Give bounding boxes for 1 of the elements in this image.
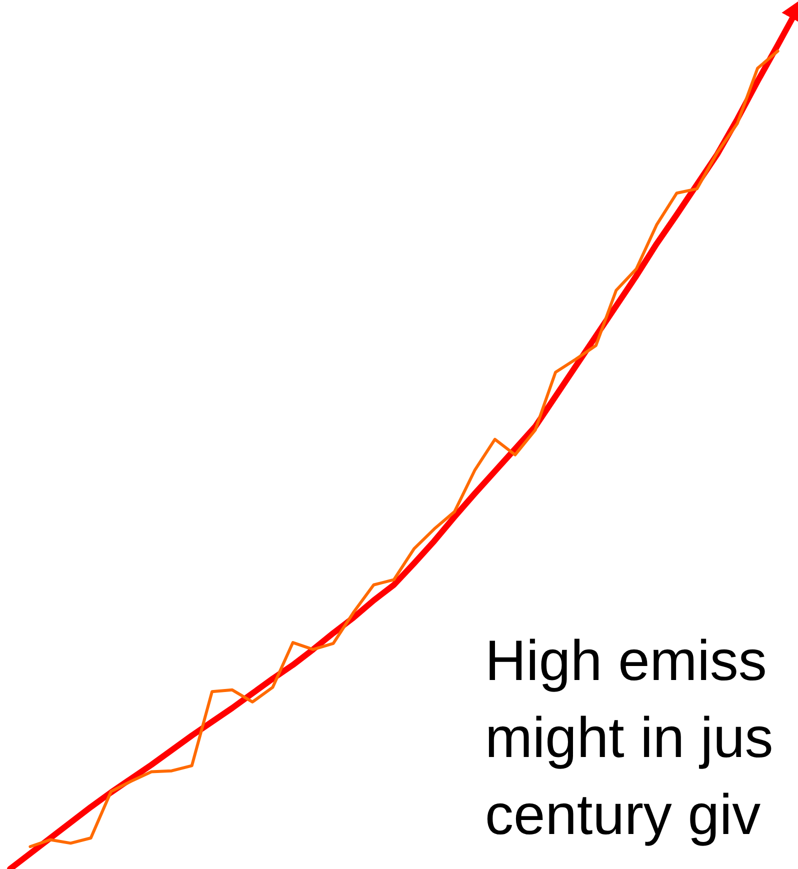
- annotation: High emiss might in jus century giv: [485, 629, 774, 847]
